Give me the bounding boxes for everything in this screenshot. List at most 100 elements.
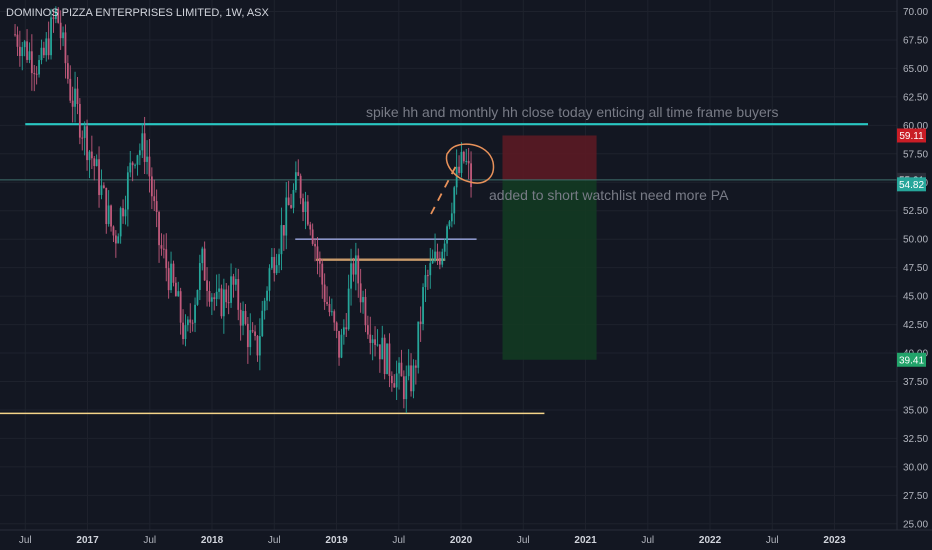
stop-zone (502, 135, 597, 180)
annotation-top: spike hh and monthly hh close today enti… (366, 104, 778, 120)
candle-body (434, 251, 436, 261)
candle-body (347, 288, 350, 330)
candle-body (335, 322, 338, 331)
candle-body (318, 258, 321, 264)
candle-body (273, 256, 276, 274)
candle-body (88, 151, 91, 161)
annotation-mid: added to short watchlist need more PA (489, 187, 729, 203)
candle-body (450, 213, 453, 222)
x-tick-label: 2022 (699, 535, 722, 546)
candle-body (179, 291, 182, 323)
candles (14, 6, 472, 414)
candle-body (186, 319, 189, 326)
candle-body (42, 47, 45, 56)
candle-body (266, 290, 268, 301)
candle-body (311, 229, 314, 244)
time-axis[interactable]: Jul 2017 Jul 2018 Jul 2019 Jul 2020 Jul 2021 Jul 20… (0, 529, 932, 546)
candle-body (189, 319, 192, 323)
candle-body (251, 330, 254, 332)
candle-body (119, 208, 122, 237)
candle-body (405, 376, 408, 400)
y-tick-label: 52.50 (903, 206, 928, 217)
candle-body (275, 265, 278, 274)
candle-body (83, 126, 86, 138)
candle-body (90, 151, 93, 159)
y-tick-label: 65.00 (903, 64, 928, 75)
candle-body (455, 166, 458, 188)
candle-body (148, 156, 151, 177)
candle-body (410, 365, 412, 392)
candle-body (256, 335, 259, 356)
y-tick-label: 30.00 (903, 462, 928, 473)
candle-body (117, 236, 120, 244)
candle-body (419, 321, 422, 325)
candle-body (227, 302, 230, 304)
candle-body (162, 248, 165, 250)
candle-body (54, 8, 57, 20)
candle-body (66, 63, 69, 79)
candle-body (314, 243, 316, 247)
candle-body (174, 282, 177, 297)
x-tick-label: Jul (143, 535, 156, 546)
candle-body (438, 258, 441, 265)
dashed-trend-drawing (430, 161, 459, 215)
candle-body (134, 164, 136, 166)
candle-body (114, 235, 117, 244)
candle-body (45, 38, 48, 56)
candle-body (23, 41, 26, 48)
badge-target: 39.41 (899, 355, 924, 366)
candle-body (393, 383, 396, 388)
y-tick-label: 37.50 (903, 377, 928, 388)
candle-body (371, 339, 374, 343)
candle-body (448, 221, 451, 227)
candle-body (57, 8, 60, 23)
candle-body (131, 162, 134, 166)
candle-body (431, 260, 434, 264)
circle-drawing (445, 143, 495, 184)
candle-body (160, 245, 163, 249)
candle-body (246, 323, 249, 348)
candle-body (210, 297, 213, 302)
candle-body (52, 17, 55, 20)
candle-body (203, 248, 206, 281)
candle-body (330, 311, 333, 313)
candle-body (239, 309, 242, 326)
candle-body (18, 46, 21, 57)
badge-current-bg (897, 177, 926, 192)
x-tick-label: 2019 (325, 535, 348, 546)
x-tick-label: 2023 (823, 535, 846, 546)
candle-body (414, 365, 417, 368)
candle-body (342, 327, 345, 335)
candle-body (390, 375, 393, 384)
candle-body (261, 310, 264, 337)
price-axis[interactable]: 25.0027.5030.0032.5035.0037.5040.0042.50… (896, 0, 928, 530)
candle-body (234, 279, 237, 285)
candle-body (398, 362, 400, 374)
candle-body (95, 159, 98, 167)
candle-body (71, 100, 74, 107)
y-tick-label: 35.00 (903, 405, 928, 416)
candle-body (112, 226, 115, 236)
candle-body (323, 284, 326, 303)
y-tick-label: 45.00 (903, 292, 928, 303)
candle-body (436, 251, 439, 259)
y-tick-label: 57.50 (903, 149, 928, 160)
candle-body (278, 254, 280, 266)
candle-body (26, 41, 28, 60)
candle-body (21, 47, 24, 57)
candle-body (254, 331, 256, 336)
candle-body (208, 290, 211, 302)
candle-body (249, 330, 252, 348)
candle-body (417, 321, 420, 368)
candle-body (167, 268, 170, 291)
candle-body (30, 51, 33, 74)
y-tick-label: 70.00 (903, 7, 928, 18)
candle-body (369, 334, 372, 343)
candle-body (38, 60, 40, 75)
candle-body (146, 156, 148, 162)
candle-body (35, 73, 38, 75)
candle-body (100, 185, 103, 196)
candle-body (126, 172, 129, 210)
